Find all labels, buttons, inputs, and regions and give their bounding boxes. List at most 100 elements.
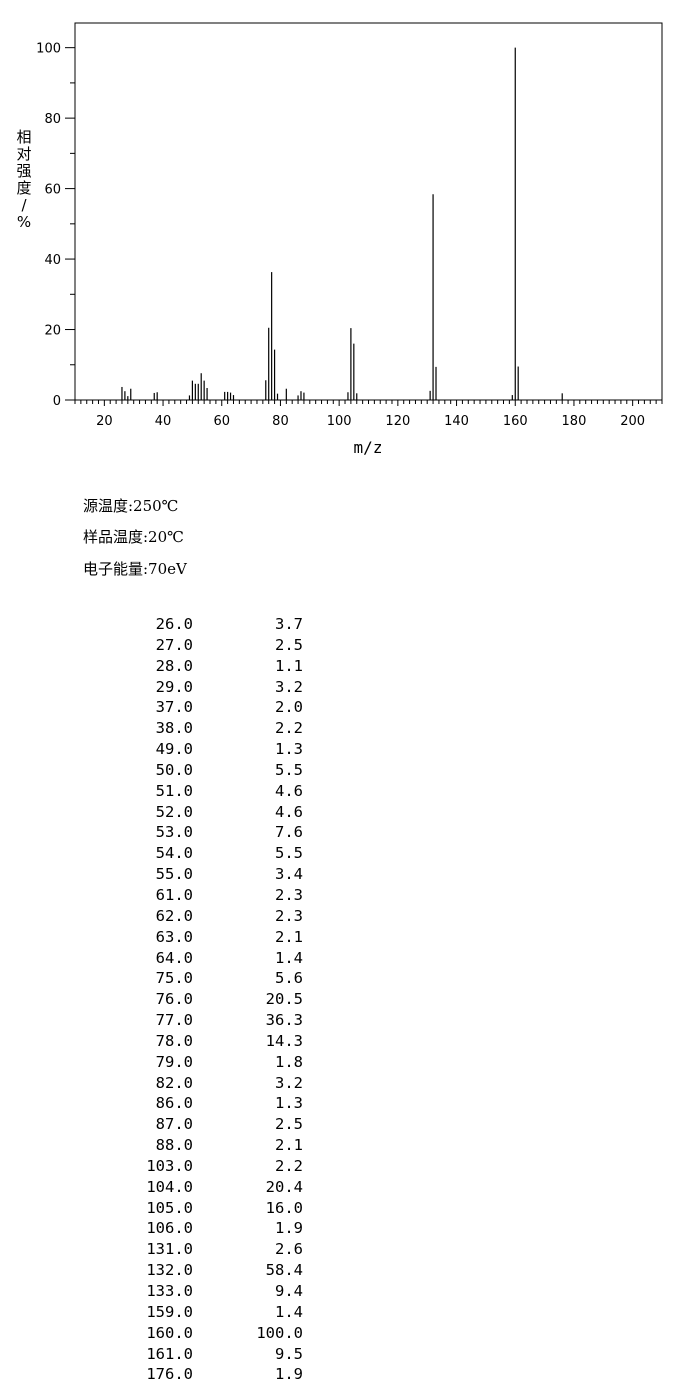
- x-tick-label: 200: [620, 414, 645, 429]
- peak-row: 62.0 2.3: [118, 906, 303, 927]
- peak-mz: 52.0: [155, 802, 193, 821]
- peak-row: 77.0 36.3: [118, 1010, 303, 1031]
- peak-row: 159.0 1.4: [118, 1302, 303, 1323]
- peak-mz: 49.0: [155, 740, 193, 759]
- peak-abundance: 2.1: [275, 1136, 303, 1155]
- peak-abundance: 7.6: [275, 823, 303, 842]
- peak-abundance: 2.3: [275, 906, 303, 925]
- peak-abundance: 9.4: [275, 1282, 303, 1300]
- y-tick-label: 100: [36, 42, 61, 57]
- peak-row: 50.0 5.5: [118, 760, 303, 781]
- x-tick-label: 120: [385, 414, 410, 429]
- plot-frame: [74, 22, 663, 401]
- y-tick-label: 0: [53, 394, 61, 409]
- electron-energy: 电子能量:70eV: [83, 560, 187, 578]
- peak-abundance: 1.4: [275, 948, 303, 967]
- peak-mz: 38.0: [155, 719, 193, 738]
- peak-mz: 79.0: [155, 1052, 193, 1071]
- peak-abundance: 1.9: [275, 1219, 303, 1238]
- peak-mz: 54.0: [155, 844, 193, 863]
- peak-row: 133.0 9.4: [118, 1281, 303, 1302]
- peak-row: 131.0 2.6: [118, 1239, 303, 1260]
- peak-mz: 104.0: [146, 1177, 193, 1196]
- peak-mz: 62.0: [155, 906, 193, 925]
- peak-row: 28.0 1.1: [118, 656, 303, 677]
- x-tick-label: 40: [155, 414, 172, 429]
- x-tick-label: 160: [503, 414, 528, 429]
- peak-abundance: 2.5: [275, 1115, 303, 1134]
- peak-abundance: 16.0: [265, 1198, 303, 1217]
- peak-abundance: 100.0: [256, 1323, 303, 1342]
- x-axis-label: m/z: [354, 438, 383, 457]
- peak-row: 86.0 1.3: [118, 1093, 303, 1114]
- peak-mz: 75.0: [155, 969, 193, 988]
- peak-abundance: 20.5: [265, 990, 303, 1009]
- peak-abundance: 14.3: [265, 1031, 303, 1050]
- peak-mz: 78.0: [155, 1031, 193, 1050]
- peak-row: 63.0 2.1: [118, 927, 303, 948]
- peak-abundance: 3.2: [275, 677, 303, 696]
- peak-row: 52.0 4.6: [118, 802, 303, 823]
- y-tick-label: 40: [44, 253, 61, 268]
- peak-mz: 28.0: [155, 656, 193, 675]
- peak-mz: 88.0: [155, 1136, 193, 1155]
- peak-mz: 160.0: [146, 1323, 193, 1342]
- peak-abundance: 58.4: [265, 1261, 303, 1280]
- source-temperature: 源温度:250℃: [83, 497, 179, 515]
- peak-row: 51.0 4.6: [118, 781, 303, 802]
- peak-row: 132.0 58.4: [118, 1260, 303, 1281]
- peak-row: 161.0 9.5: [118, 1344, 303, 1365]
- peak-mz: 63.0: [155, 927, 193, 946]
- peak-mz: 105.0: [146, 1198, 193, 1217]
- peak-mz: 61.0: [155, 885, 193, 904]
- peak-mz: 51.0: [155, 781, 193, 800]
- peak-abundance: 4.6: [275, 802, 303, 821]
- peak-abundance: 1.4: [275, 1302, 303, 1321]
- x-tick-label: 100: [327, 414, 352, 429]
- sample-temperature: 样品温度:20℃: [83, 528, 184, 546]
- peak-row: 37.0 2.0: [118, 697, 303, 718]
- peak-mz: 53.0: [155, 823, 193, 842]
- peak-abundance: 3.7: [275, 615, 303, 633]
- peak-row: 160.0 100.0: [118, 1323, 303, 1344]
- axis-ticks: 20 40 60 80 100 120 140 160 180 200 0 20 40 60 80 100: [36, 42, 663, 429]
- peak-mz: 26.0: [155, 615, 193, 633]
- peak-row: 53.0 7.6: [118, 822, 303, 843]
- peak-mz: 159.0: [146, 1302, 193, 1321]
- peak-abundance: 3.4: [275, 865, 303, 884]
- peak-abundance: 9.5: [275, 1344, 303, 1363]
- x-tick-label: 80: [272, 414, 289, 429]
- peak-mz: 29.0: [155, 677, 193, 696]
- peak-mz: 103.0: [146, 1156, 193, 1175]
- peak-mz: 87.0: [155, 1115, 193, 1134]
- peak-abundance: 20.4: [265, 1177, 303, 1196]
- peak-mz: 82.0: [155, 1073, 193, 1092]
- x-tick-label: 180: [562, 414, 587, 429]
- peak-abundance: 36.3: [265, 1011, 303, 1030]
- peak-table: 26.0 3.7 27.0 2.5 28.0 1.1 29.0 3.2 37.0 2.0 38.0 2…: [118, 614, 303, 1385]
- peak-abundance: 2.2: [275, 1156, 303, 1175]
- peak-abundance: 3.2: [275, 1073, 303, 1092]
- peak-row: 78.0 14.3: [118, 1031, 303, 1052]
- peak-mz: 176.0: [146, 1365, 193, 1384]
- peak-row: 104.0 20.4: [118, 1177, 303, 1198]
- peak-mz: 27.0: [155, 635, 193, 654]
- peak-mz: 76.0: [155, 990, 193, 1009]
- peak-row: 29.0 3.2: [118, 677, 303, 698]
- peak-row: 27.0 2.5: [118, 635, 303, 656]
- peak-abundance: 5.6: [275, 969, 303, 988]
- peak-abundance: 5.5: [275, 760, 303, 779]
- peak-mz: 37.0: [155, 698, 193, 717]
- peak-bars: [121, 47, 563, 400]
- peak-abundance: 2.5: [275, 635, 303, 654]
- y-tick-label: 80: [44, 112, 61, 127]
- peak-abundance: 2.6: [275, 1240, 303, 1259]
- y-tick-label: 20: [44, 324, 61, 339]
- x-tick-label: 60: [213, 414, 230, 429]
- peak-row: 55.0 3.4: [118, 864, 303, 885]
- peak-row: 79.0 1.8: [118, 1052, 303, 1073]
- peak-abundance: 2.2: [275, 719, 303, 738]
- peak-mz: 50.0: [155, 760, 193, 779]
- peak-mz: 133.0: [146, 1282, 193, 1300]
- peak-abundance: 1.3: [275, 740, 303, 759]
